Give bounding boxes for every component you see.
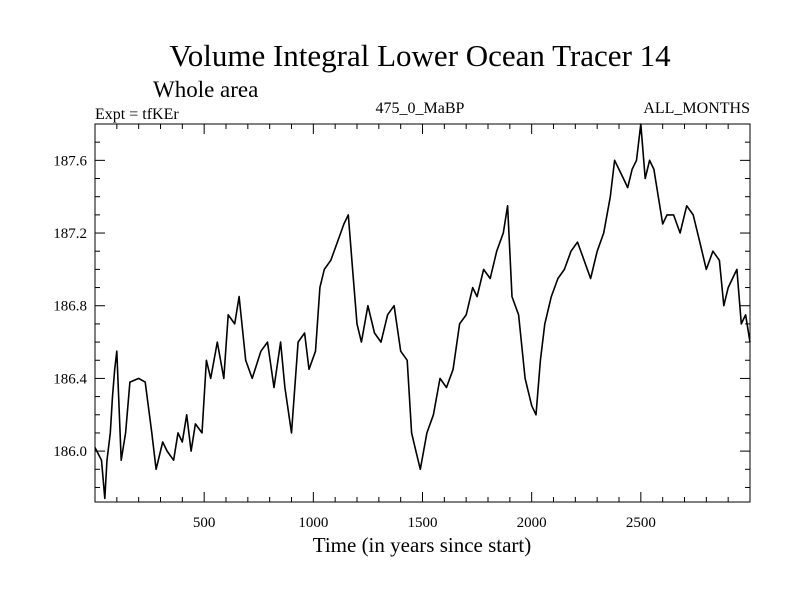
chart-title: Volume Integral Lower Ocean Tracer 14 (169, 38, 671, 73)
x-tick-labels: 500 1000 1500 2000 2500 (193, 515, 656, 531)
x-tick-label: 500 (193, 515, 216, 531)
x-tick-label: 2000 (517, 515, 547, 531)
y-tick-labels: 186.0 186.4 186.8 187.2 187.6 (53, 153, 87, 460)
y-tick-label: 186.4 (53, 371, 87, 387)
y-tick-label: 186.8 (53, 299, 87, 315)
y-tick-label: 187.6 (53, 153, 87, 169)
plot-frame (94, 123, 751, 503)
x-tick-label: 1000 (298, 515, 328, 531)
x-axis-label: Time (in years since start) (313, 533, 532, 557)
axis-ticks (95, 123, 750, 502)
chart-subtitle: Whole area (153, 77, 258, 102)
x-tick-label: 1500 (408, 515, 438, 531)
months-label: ALL_MONTHS (643, 100, 750, 117)
y-tick-label: 186.0 (53, 444, 87, 460)
series-line (94, 123, 751, 500)
period-label: 475_0_MaBP (376, 100, 465, 117)
x-tick-label: 2500 (626, 515, 656, 531)
y-tick-label: 187.2 (53, 226, 87, 242)
experiment-label: Expt = tfKEr (95, 106, 179, 123)
